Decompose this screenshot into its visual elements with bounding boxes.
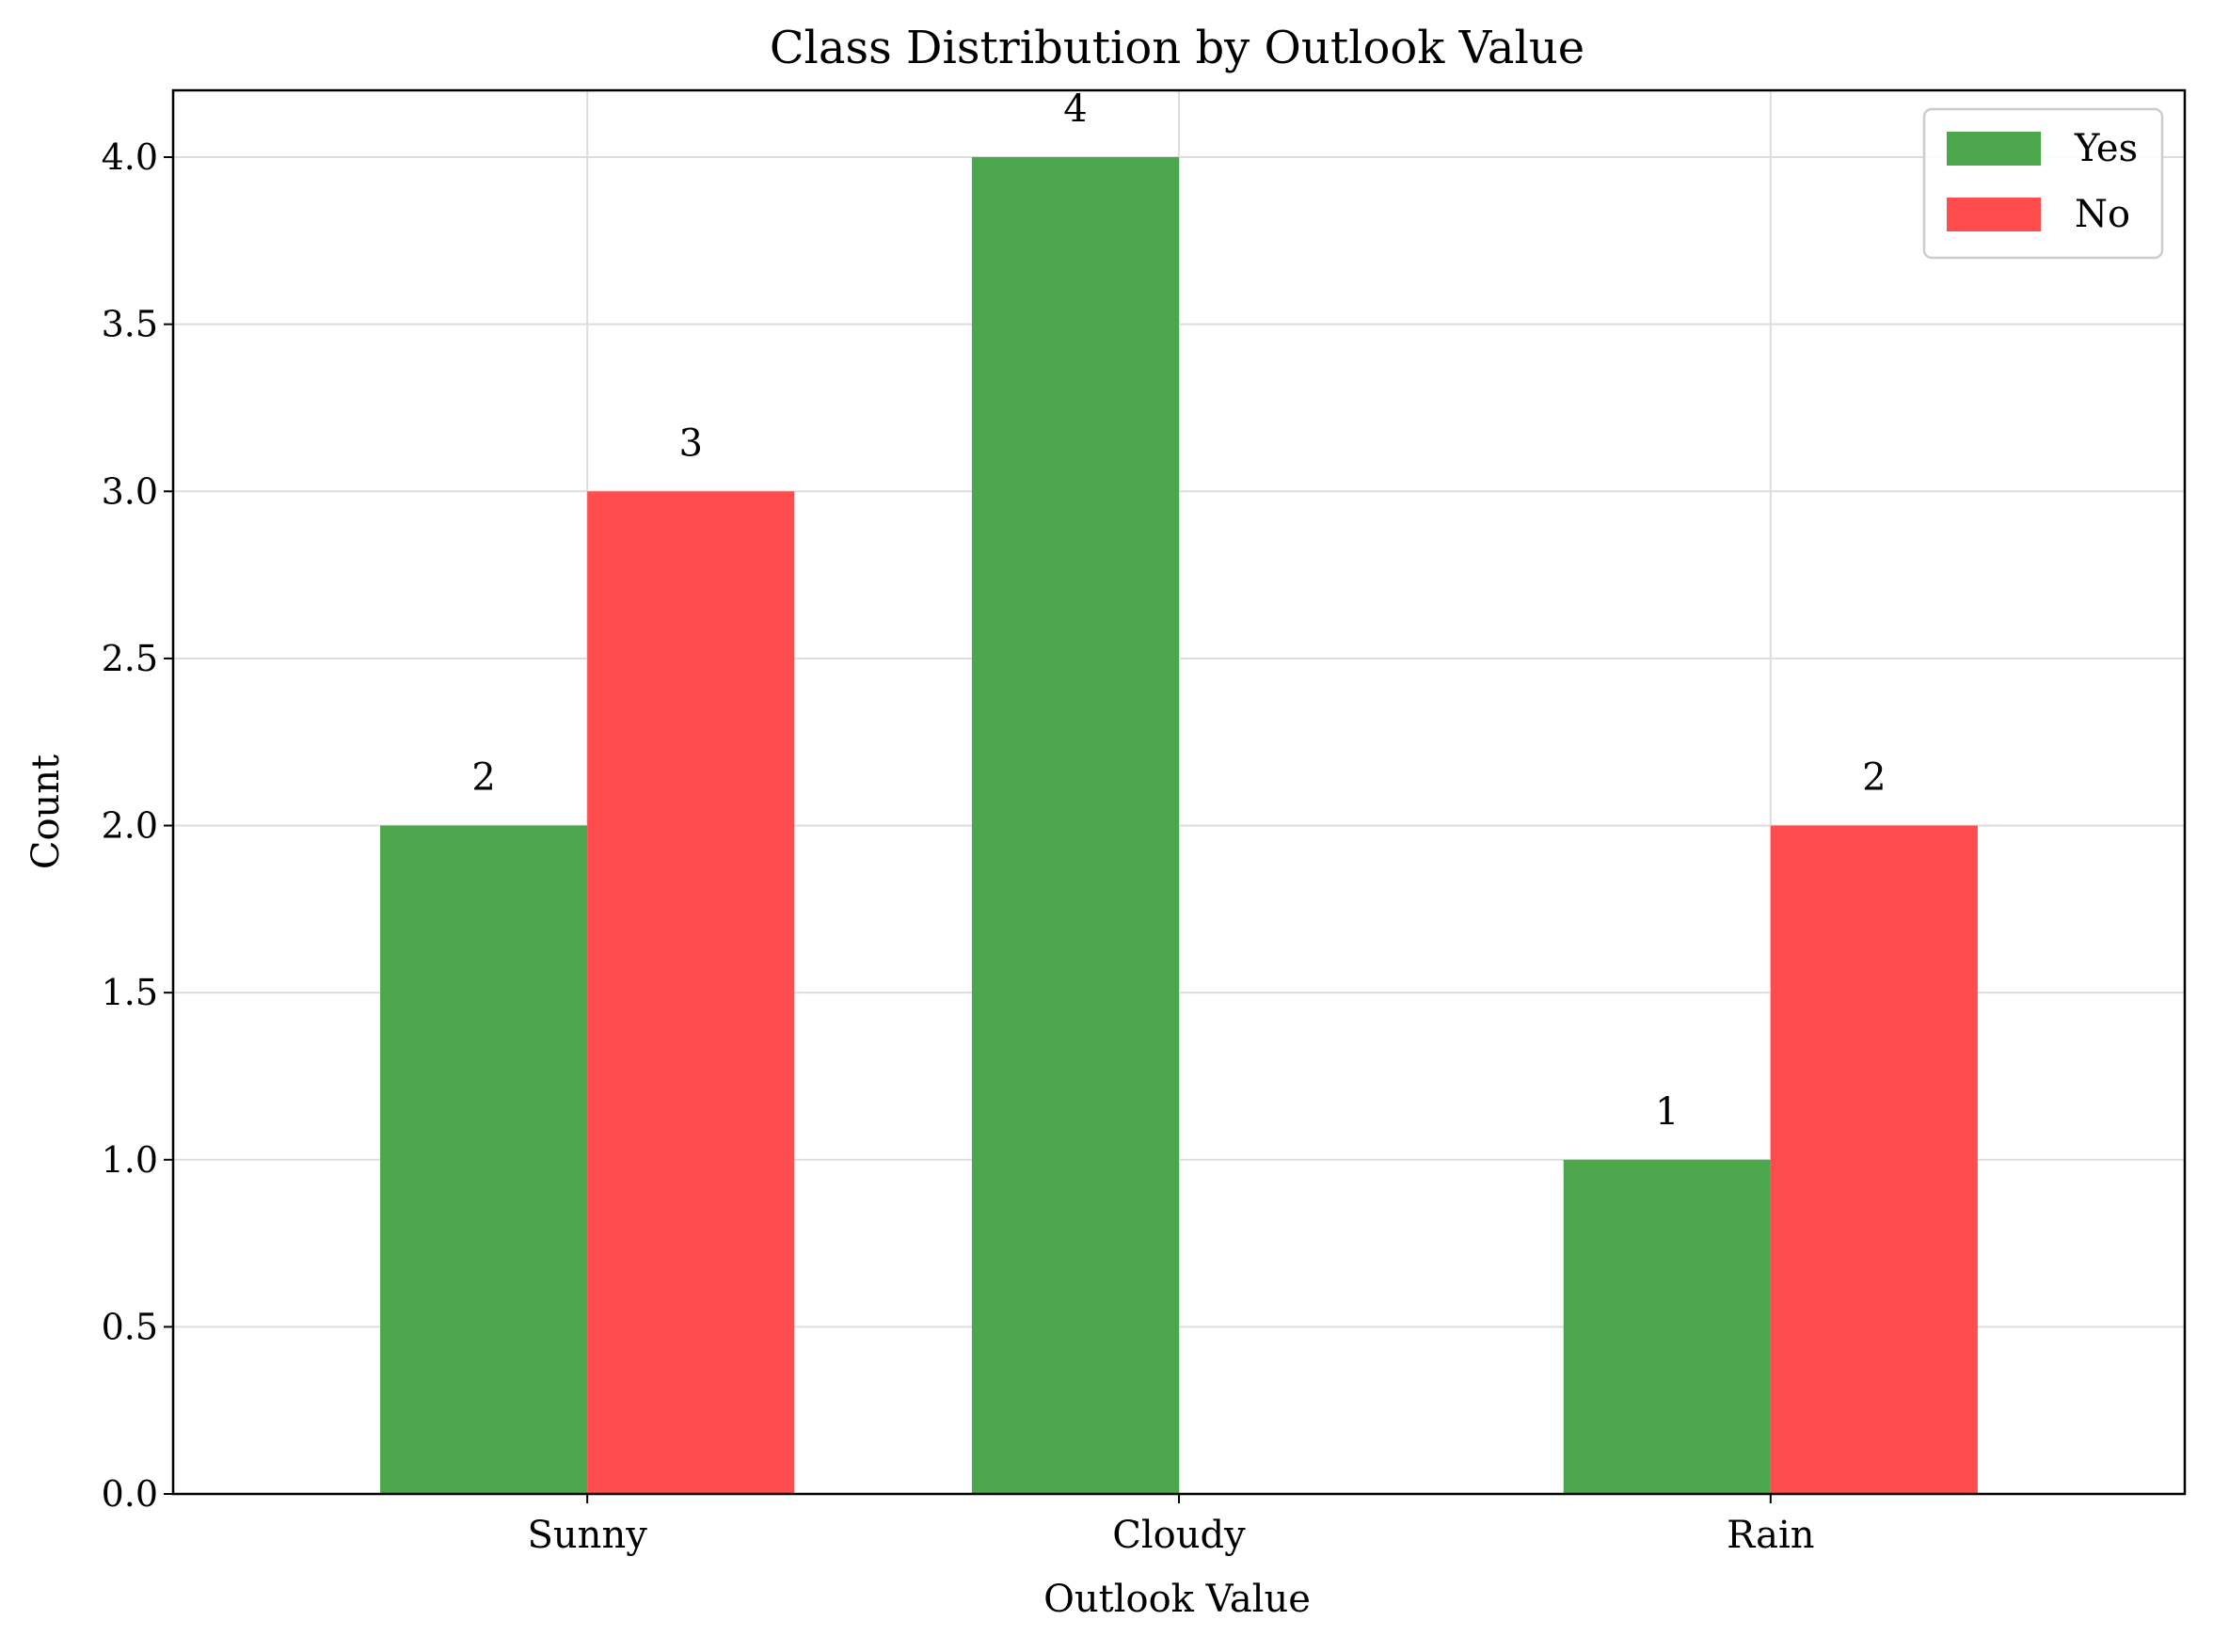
bar-no-sunny: [587, 491, 795, 1495]
ticks-layer: 0.0 0.5 1.0 1.5 2.0 2.5 3.0 3.5 4.0 Sunny Cloudy Ra…: [102, 136, 1815, 1557]
legend: Yes No: [1922, 107, 2164, 260]
y-tick-label: 0.5: [102, 1306, 158, 1347]
x-axis-label: Outlook Value: [1043, 1578, 1311, 1621]
y-tick-label: 4.0: [102, 136, 158, 178]
legend-swatch-no: [1947, 198, 2041, 231]
y-tick-label: 1.5: [102, 972, 158, 1013]
x-tick-label: Sunny: [528, 1514, 648, 1557]
data-labels-layer: 2 3 4 1 2: [471, 87, 1886, 1134]
bar-yes-cloudy: [971, 157, 1179, 1495]
bar-yes-rain: [1563, 1159, 1771, 1494]
bar-yes-sunny: [380, 825, 588, 1494]
y-tick-label: 2.5: [102, 638, 158, 679]
legend-label-no: No: [2075, 193, 2130, 236]
chart-title: Class Distribution by Outlook Value: [770, 22, 1584, 74]
y-tick-label: 3.0: [102, 470, 158, 512]
data-label: 4: [1063, 87, 1087, 131]
bars-layer: [380, 157, 1978, 1495]
y-tick-label: 0.0: [102, 1473, 158, 1515]
data-label: 1: [1655, 1090, 1679, 1134]
y-tick-label: 1.0: [102, 1139, 158, 1181]
x-tick-label: Cloudy: [1112, 1514, 1246, 1557]
data-label: 2: [471, 756, 495, 800]
bar-no-rain: [1770, 825, 1978, 1494]
y-axis-label: Count: [24, 755, 68, 869]
legend-swatch-yes: [1947, 132, 2041, 166]
data-label: 3: [678, 421, 702, 465]
data-label: 2: [1862, 756, 1886, 800]
x-tick-label: Rain: [1727, 1514, 1814, 1557]
y-tick-label: 2.0: [102, 805, 158, 847]
legend-label-yes: Yes: [2074, 127, 2138, 170]
y-tick-label: 3.5: [102, 304, 158, 345]
